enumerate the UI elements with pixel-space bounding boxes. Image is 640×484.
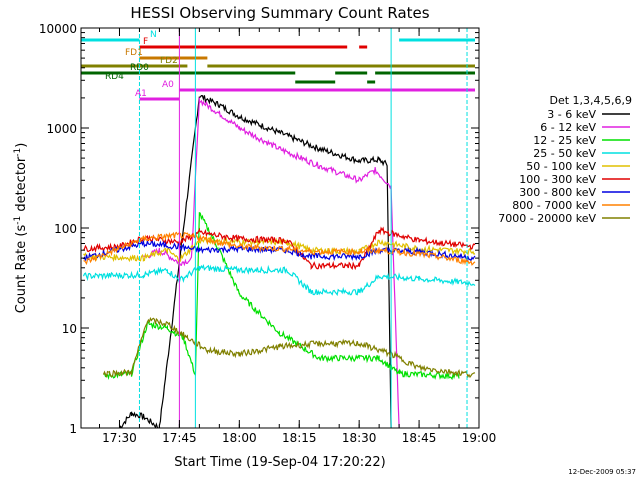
legend-entry-label: 300 - 800 keV: [519, 186, 596, 199]
y-axis-label-end: ): [14, 143, 29, 148]
x-tick-label: 19:00: [462, 431, 497, 445]
series-line-7: [83, 231, 476, 266]
y-axis-label-mid: detector: [14, 156, 29, 216]
flag-label: A0: [162, 80, 174, 90]
flag-label: F: [143, 37, 148, 47]
y-tick-label: 10000: [39, 22, 77, 36]
y-tick-label: 10: [62, 322, 77, 336]
legend-entry-label: 50 - 100 keV: [526, 160, 596, 173]
flag-label: RD0: [130, 63, 149, 73]
series-line-2: [103, 212, 460, 381]
y-tick-label: 1000: [46, 122, 77, 136]
x-axis-label: Start Time (19-Sep-04 17:20:22): [174, 455, 385, 470]
y-tick-label: 1: [69, 422, 77, 436]
y-axis-label-sup2: -1: [13, 148, 23, 157]
series-line-6: [82, 239, 476, 262]
x-tick-label: 18:15: [282, 431, 317, 445]
flag-label: FD2: [160, 56, 178, 66]
legend-entry-label: 3 - 6 keV: [547, 108, 596, 121]
series-line-4: [83, 236, 476, 264]
x-tick-label: 17:30: [102, 431, 137, 445]
x-tick-label: 18:30: [342, 431, 377, 445]
series-line-3: [82, 263, 476, 297]
y-axis-label: Count Rate (s-1 detector-1): [13, 143, 29, 314]
series-line-0: [118, 94, 392, 428]
x-tick-label: 18:00: [222, 431, 257, 445]
legend-entry-label: 6 - 12 keV: [540, 121, 596, 134]
legend-title: Det 1,3,4,5,6,9: [549, 94, 632, 107]
legend-entry-label: 800 - 7000 keV: [512, 199, 596, 212]
x-tick-label: 18:45: [402, 431, 437, 445]
legend-entry-label: 100 - 300 keV: [519, 173, 596, 186]
y-axis-label-base: Count Rate (s: [14, 225, 29, 314]
flag-label: RD4: [105, 72, 124, 82]
legend-entry-label: 12 - 25 keV: [533, 134, 596, 147]
footer-timestamp: 12-Dec-2009 05:37: [568, 468, 636, 476]
chart-title: HESSI Observing Summary Count Rates: [130, 4, 429, 22]
series-line-8: [102, 316, 476, 379]
flag-label: FD1: [125, 48, 143, 58]
series-line-1: [143, 97, 400, 428]
flag-label: A1: [135, 89, 147, 99]
x-tick-label: 17:45: [162, 431, 197, 445]
legend-entry-label: 7000 - 20000 keV: [498, 212, 596, 225]
y-axis-label-sup1: -1: [13, 216, 23, 225]
legend-entry-label: 25 - 50 keV: [533, 147, 596, 160]
y-tick-label: 100: [54, 222, 77, 236]
flag-label: N: [150, 30, 157, 40]
